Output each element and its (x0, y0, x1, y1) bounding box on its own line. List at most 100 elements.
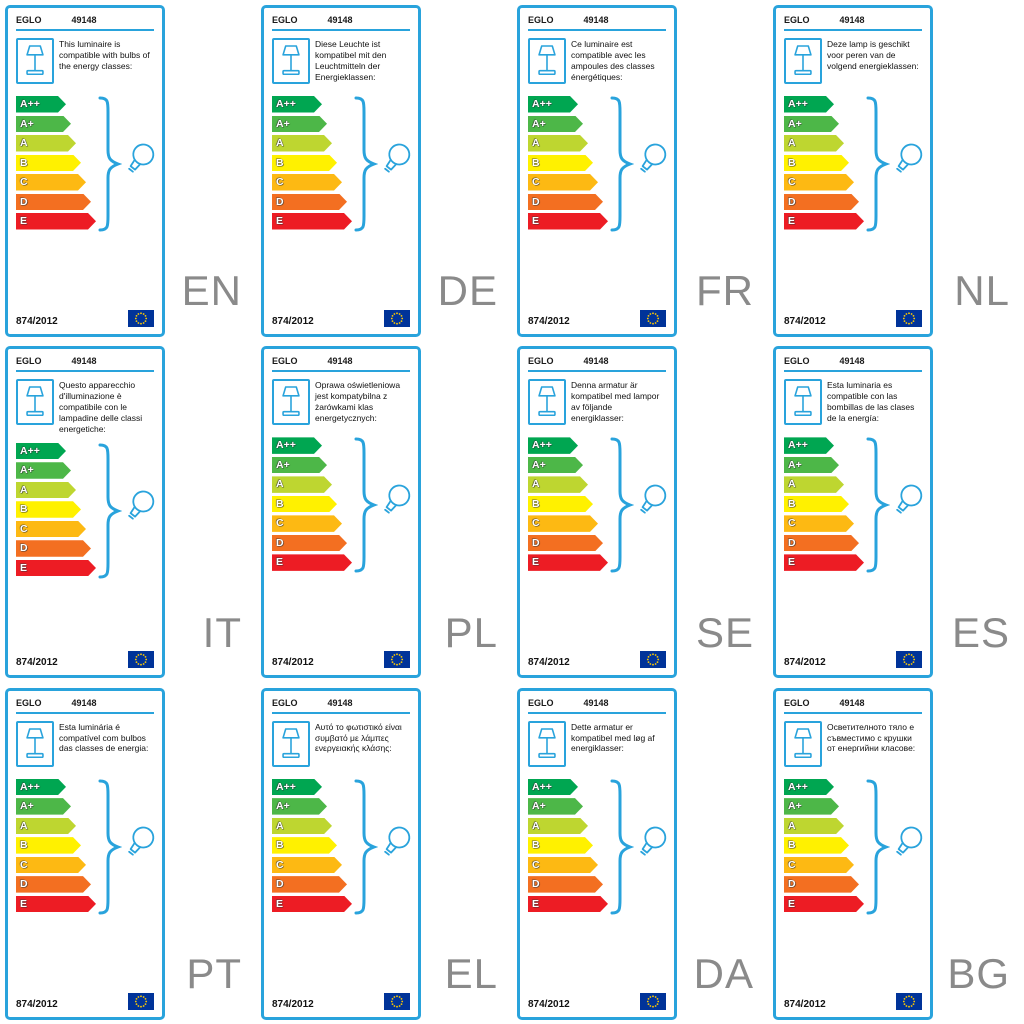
lamp-icon (16, 720, 54, 767)
energy-class-arrow-ap: A+ (272, 798, 327, 815)
energy-label-card: EGLO 49148 This luminaire is compatible … (5, 5, 165, 337)
bulb-icon (896, 826, 923, 856)
energy-class-letter: B (532, 156, 540, 169)
energy-class-arrow-d: D (16, 540, 91, 557)
energy-label-card: EGLO 49148 Deze lamp is geschikt voor pe… (773, 5, 933, 337)
bulb-icon (896, 143, 923, 173)
card-header: EGLO 49148 (784, 15, 922, 31)
energy-class-arrow-b: B (272, 837, 337, 854)
energy-class-letter: E (788, 897, 796, 910)
energy-class-letter: D (276, 195, 284, 208)
language-code: DE (437, 267, 498, 315)
energy-label-card: EGLO 49148 Esta luminaria es compatible … (773, 346, 933, 679)
energy-class-arrow-app: A++ (784, 779, 834, 796)
compatibility-text: Осветителното тяло е съвместимо с крушки… (827, 721, 916, 754)
eu-flag-icon (640, 992, 666, 1010)
model-number: 49148 (583, 697, 609, 708)
energy-class-letter: A++ (532, 98, 552, 110)
energy-class-section: A++ A+ A B C D E (784, 96, 923, 232)
energy-class-arrow-app: A++ (272, 779, 322, 796)
energy-class-letter: D (532, 536, 540, 549)
energy-class-arrow-b: B (528, 155, 593, 172)
energy-class-letter: E (532, 897, 540, 910)
energy-class-arrow-ap: A+ (16, 116, 71, 133)
card-footer: 874/2012 (528, 310, 666, 327)
energy-class-letter: A+ (788, 117, 802, 130)
card-cell-es: EGLO 49148 Esta luminaria es compatible … (768, 341, 1024, 682)
energy-class-letter: E (276, 897, 284, 910)
card-footer: 874/2012 (272, 992, 410, 1010)
energy-class-section: A++ A+ A B C D E (528, 96, 667, 232)
intro-row: Diese Leuchte ist kompatibel mit den Leu… (272, 38, 410, 88)
energy-class-arrow-e: E (784, 896, 864, 913)
energy-class-letter: E (20, 561, 28, 574)
card-footer: 874/2012 (272, 310, 410, 327)
energy-class-arrow-c: C (784, 857, 854, 874)
language-code: DA (693, 950, 754, 997)
energy-class-arrow-c: C (528, 515, 598, 532)
eu-flag-icon (128, 651, 154, 669)
energy-class-list: A++ A+ A B C D E (528, 437, 666, 571)
energy-class-arrow-a: A (272, 135, 332, 152)
curly-brace (866, 437, 890, 573)
energy-label-card: EGLO 49148 Oprawa oświetleniowa jest kom… (261, 346, 421, 679)
model-number: 49148 (839, 697, 865, 708)
language-code: BG (947, 950, 1010, 997)
card-cell-en: EGLO 49148 This luminaire is compatible … (0, 0, 256, 341)
card-cell-bg: EGLO 49148 Осветителното тяло е съвмести… (768, 683, 1024, 1024)
card-header: EGLO 49148 (16, 15, 154, 31)
energy-class-arrow-app: A++ (528, 96, 578, 113)
bulb-icon (384, 484, 411, 514)
energy-class-letter: A++ (20, 98, 40, 110)
energy-class-section: A++ A+ A B C D E (16, 779, 155, 915)
card-footer: 874/2012 (528, 992, 666, 1010)
energy-class-arrow-b: B (16, 501, 81, 518)
energy-class-arrow-a: A (528, 818, 588, 835)
card-footer: 874/2012 (16, 651, 154, 669)
energy-class-arrow-d: D (16, 876, 91, 893)
curly-brace (354, 437, 378, 573)
regulation-number: 874/2012 (16, 998, 58, 1010)
card-footer: 874/2012 (784, 992, 922, 1010)
energy-class-arrow-c: C (272, 857, 342, 874)
curly-brace (354, 96, 378, 232)
lamp-icon (16, 38, 54, 84)
model-number: 49148 (583, 356, 609, 367)
energy-class-letter: B (20, 156, 28, 169)
energy-class-letter: E (20, 215, 28, 227)
card-cell-it: EGLO 49148 Questo apparecchio d'illumina… (0, 341, 256, 682)
language-code: IT (202, 608, 242, 656)
energy-class-letter: A (20, 137, 28, 149)
energy-class-letter: A+ (20, 117, 34, 130)
bulb-icon (128, 826, 155, 856)
curly-brace (610, 779, 634, 915)
energy-class-letter: C (20, 522, 28, 535)
energy-class-arrow-e: E (528, 896, 608, 913)
bulb-icon (640, 484, 667, 514)
intro-row: Αυτό το φωτιστικό είναι συμβατό με λάμπε… (272, 720, 410, 771)
curly-brace (610, 437, 634, 573)
energy-class-arrow-b: B (16, 155, 81, 172)
energy-class-arrow-a: A (16, 818, 76, 835)
regulation-number: 874/2012 (16, 657, 58, 669)
card-header: EGLO 49148 (16, 698, 154, 714)
energy-class-letter: A (788, 819, 796, 832)
intro-row: Dette armatur er kompatibel med løg af e… (528, 720, 666, 771)
regulation-number: 874/2012 (784, 657, 826, 669)
card-footer: 874/2012 (272, 651, 410, 669)
card-header: EGLO 49148 (272, 698, 410, 714)
energy-class-letter: D (532, 878, 540, 891)
energy-label-card: EGLO 49148 Осветителното тяло е съвмести… (773, 687, 933, 1020)
energy-class-section: A++ A+ A B C D E (272, 437, 411, 573)
model-number: 49148 (583, 15, 609, 25)
lamp-icon (528, 720, 566, 767)
energy-class-section: A++ A+ A B C D E (16, 96, 155, 232)
energy-class-letter: E (532, 556, 540, 569)
energy-class-letter: A+ (276, 458, 290, 471)
energy-class-arrow-c: C (16, 857, 86, 874)
lamp-icon (528, 38, 566, 84)
energy-class-letter: A++ (276, 780, 296, 793)
energy-class-arrow-app: A++ (16, 443, 66, 460)
energy-class-letter: A+ (276, 800, 290, 813)
energy-class-letter: A (788, 137, 796, 149)
